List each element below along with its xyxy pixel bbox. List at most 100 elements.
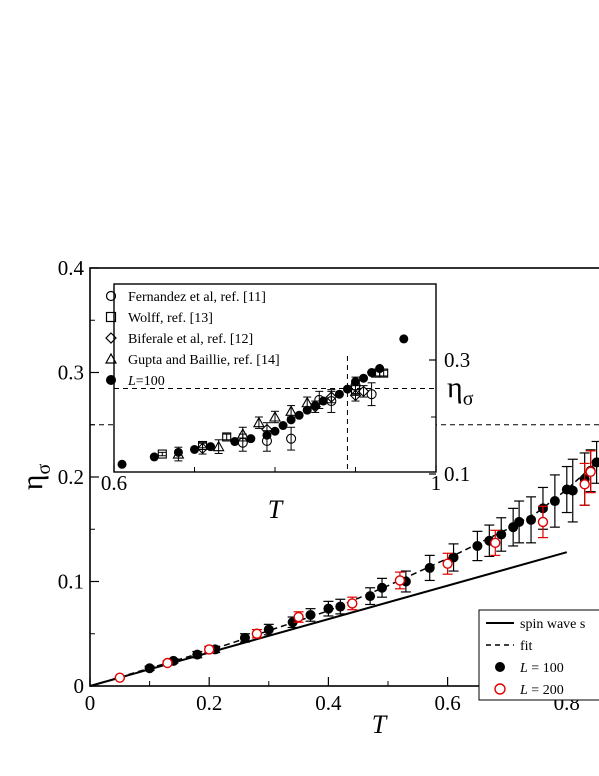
inset-legend-label-wolff: Wolff, ref. [13] xyxy=(128,311,213,326)
data-point-l100 xyxy=(239,632,250,643)
data-point-l100 xyxy=(549,496,560,507)
data-point-l200 xyxy=(347,598,358,609)
legend-label-spinwave: spin wave s xyxy=(520,617,585,632)
inset-x-ticks: 0.6 1 xyxy=(101,465,441,495)
legend-label-l100: L = 100 xyxy=(519,661,564,676)
legend-label-fit: fit xyxy=(520,639,533,654)
inset-point-l100 xyxy=(399,334,409,344)
inset-legend-marker-gupta xyxy=(104,352,118,364)
inset-point-l100 xyxy=(318,396,328,406)
inset-point-gupta xyxy=(252,416,265,428)
main-y-axis-sub: σ xyxy=(33,464,55,475)
data-point-l200 xyxy=(162,657,173,669)
inset-point-l100 xyxy=(375,364,385,374)
inset-point-l100 xyxy=(206,442,216,452)
main-y-axis-symbol: η xyxy=(16,475,49,491)
inset-point-l100 xyxy=(359,373,369,383)
inset-y-tick-label: 0.1 xyxy=(444,462,470,486)
inset-point-gupta xyxy=(269,410,281,422)
inset-point-fernandez xyxy=(286,433,297,444)
inset-point-biferale xyxy=(325,391,338,403)
inset-x-tick-label: 0.6 xyxy=(101,471,127,495)
main-x-tick-label: 0 xyxy=(85,691,96,715)
inset-y-tick-label: 0.3 xyxy=(444,348,470,372)
data-point-l200 xyxy=(537,516,549,528)
data-point-l100 xyxy=(526,514,537,525)
data-point-l100 xyxy=(192,649,203,660)
data-point-l200 xyxy=(442,558,453,569)
inset-point-l100 xyxy=(351,377,360,387)
inset-point-l100 xyxy=(270,426,280,436)
data-point-l200 xyxy=(251,628,263,639)
data-point-l100 xyxy=(335,601,346,612)
inset-y-ticks: 0.1 0.3 xyxy=(429,348,470,486)
inset-point-l100 xyxy=(342,384,352,394)
legend-marker-l100 xyxy=(495,662,505,672)
main-y-tick-label: 0.1 xyxy=(58,570,84,594)
inset-plot: 0.6 1 0.10.3 T ησ Fernandez et al, ref. [… xyxy=(101,283,474,524)
data-point-l100 xyxy=(472,540,483,551)
inset-legend-marker-biferale xyxy=(105,332,117,344)
inset-point-l100 xyxy=(367,368,377,378)
main-y-tick-label: 0 xyxy=(74,674,85,698)
inset-point-l100 xyxy=(149,452,159,462)
inset-y-axis-title: ησ xyxy=(447,371,474,410)
inset-legend-marker-wolff xyxy=(105,311,117,323)
inset-legend-label-l100: L=100 xyxy=(127,374,165,389)
inset-point-l100 xyxy=(302,405,312,415)
inset-point-wolff xyxy=(222,432,232,442)
main-x-ticks: 0 0.2 0.4 0.6 0.8 xyxy=(85,677,580,715)
main-x-axis-title: T xyxy=(372,710,388,739)
data-point-l100 xyxy=(424,562,435,573)
inset-point-l100 xyxy=(117,459,127,469)
data-point-l200 xyxy=(114,672,126,683)
main-x-tick-label: 0.2 xyxy=(196,691,222,715)
data-point-l200 xyxy=(579,479,590,490)
data-point-l100 xyxy=(377,582,388,593)
inset-y-axis-symbol: η xyxy=(447,371,463,404)
inset-x-tick-label: 1 xyxy=(431,471,442,495)
inset-plot-frame xyxy=(113,283,437,473)
inset-point-l100 xyxy=(294,410,304,420)
inset-point-l100 xyxy=(173,447,183,457)
inset-x-axis-title: T xyxy=(268,495,284,524)
main-points xyxy=(114,440,599,683)
data-point-l200 xyxy=(293,611,304,623)
inset-point-l100 xyxy=(190,444,199,454)
main-legend: spin wave s fit L = 100 L = 200 xyxy=(478,609,599,701)
inset-y-axis-sub: σ xyxy=(463,388,474,410)
data-point-l100 xyxy=(496,529,507,540)
main-y-tick-label: 0.4 xyxy=(58,256,85,280)
inset-points xyxy=(117,334,409,469)
data-point-l100 xyxy=(365,591,376,602)
inset-point-l100 xyxy=(262,430,272,440)
main-x-tick-label: 0.6 xyxy=(434,691,460,715)
inset-point-biferale xyxy=(196,442,209,455)
data-point-l100 xyxy=(591,457,599,468)
main-y-tick-label: 0.3 xyxy=(58,361,84,385)
data-point-l200 xyxy=(394,575,406,586)
inset-legend-label-fernandez: Fernandez et al, ref. [11] xyxy=(128,290,266,305)
data-point-l100 xyxy=(567,485,578,496)
legend-label-l200: L = 200 xyxy=(519,683,564,698)
inset-point-gupta xyxy=(236,427,249,439)
inset-point-l100 xyxy=(246,434,256,444)
inset-point-gupta xyxy=(212,440,225,452)
main-x-tick-label: 0.4 xyxy=(315,691,342,715)
inset-point-gupta xyxy=(285,405,298,416)
main-y-axis-title: ησ xyxy=(16,464,55,491)
inset-point-l100 xyxy=(310,401,320,411)
data-point-l200 xyxy=(585,466,596,477)
data-point-l100 xyxy=(514,516,525,527)
main-y-ticks: 0 0.1 0.2 0.3 0.4 xyxy=(58,256,99,698)
inset-legend-label-gupta: Gupta and Baillie, ref. [14] xyxy=(128,353,280,368)
inset-point-biferale xyxy=(357,385,370,398)
data-point-l100 xyxy=(263,624,274,635)
main-y-tick-label: 0.2 xyxy=(58,465,84,489)
main-plot: 0 0.2 0.4 0.6 0.8 00.10.20.30.4 T ησ spin wa… xyxy=(16,256,599,739)
inset-point-fernandez xyxy=(366,389,377,400)
data-point-l100 xyxy=(323,603,334,614)
data-point-l200 xyxy=(203,644,215,655)
inset-legend: Fernandez et al, ref. [11] Wolff, ref. [… xyxy=(104,290,280,389)
